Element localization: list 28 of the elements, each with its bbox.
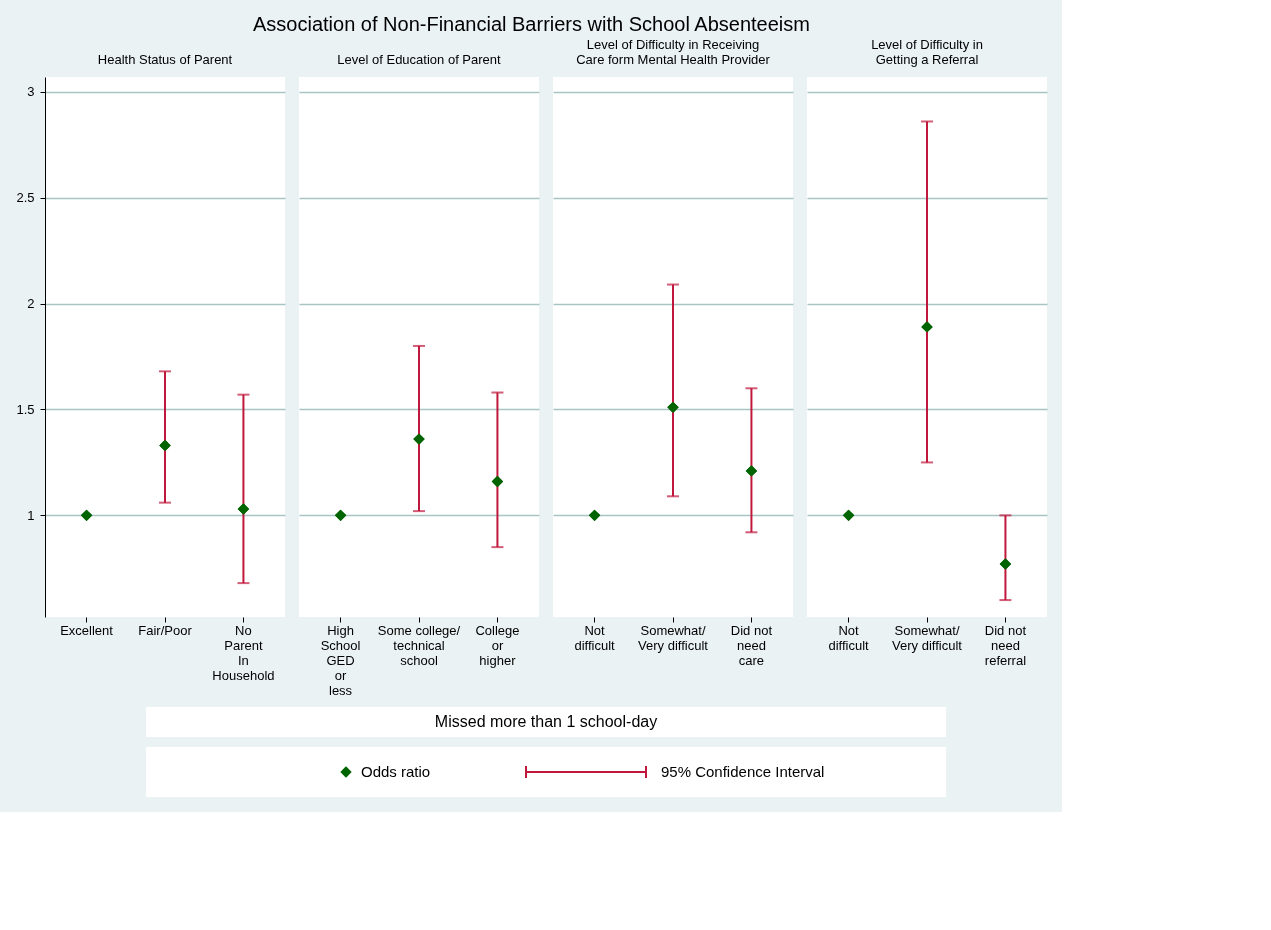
legend-label: Odds ratio [361, 763, 431, 780]
x-tick-label: Not difficult [828, 622, 870, 653]
x-tick-label: Did not need care [730, 622, 773, 668]
chart-subtitle: Level of Difficulty in Getting a Referral [871, 37, 983, 67]
chart-subtitle: Level of Education of Parent [337, 52, 502, 67]
y-tick-label: 1.5 [16, 401, 35, 417]
chart-subtitle: Health Status of Parent [97, 52, 233, 67]
y-tick-label: 1 [27, 507, 35, 523]
x-tick-label: Did not need referral [984, 622, 1027, 668]
point [237, 503, 250, 515]
x-tick-label: College or higher [475, 622, 520, 668]
point [80, 509, 93, 522]
x-tick-label: Not difficult [574, 622, 616, 653]
x-tick-label: Excellent [60, 622, 114, 638]
x-tick-label: Somewhat/ Very difficult [892, 622, 963, 653]
x-tick-label: Somewhat/ Very difficult [638, 622, 709, 653]
text: Missed more than 1 school-day [434, 713, 658, 730]
text: 95% Confidence Interval [661, 763, 825, 780]
y-tick-label: 2 [27, 296, 35, 312]
x-tick-label: High School GED or less [320, 622, 361, 698]
x-tick-label: Some college/ technical school [377, 622, 461, 668]
text: Association of Non-Financial Barriers with School Absenteeism [253, 13, 810, 35]
y-tick-label: 3 [27, 84, 35, 100]
point [159, 439, 171, 452]
y-tick-label: 2.5 [16, 190, 35, 206]
x-tick-label: No Parent In Household [212, 622, 275, 683]
chart-subtitle: Level of Difficulty in Receiving Care form Mental Health Provider [576, 37, 771, 67]
x-tick-label: Fair/Poor [138, 622, 193, 638]
